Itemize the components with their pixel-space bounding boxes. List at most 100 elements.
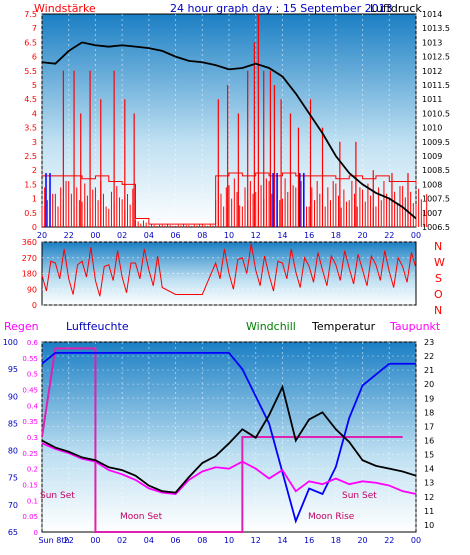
temperature-x-tick-label: 08 — [197, 536, 207, 545]
pressure-tick-label: 1008.5 — [422, 166, 450, 175]
regen-tick-label: 0.3 — [27, 434, 38, 442]
temperature-x-tick-label: 04 — [144, 536, 154, 545]
regen-tick-label: 0.5 — [27, 371, 38, 379]
wind-x-tick-label: 20 — [357, 231, 367, 240]
temperature-tick-label: 23 — [424, 338, 434, 347]
direction-tick-label: 90 — [27, 285, 37, 294]
legend-taupunkt: Taupunkt — [389, 320, 441, 333]
pressure-tick-label: 1014 — [422, 10, 442, 19]
wind-x-tick-label: 08 — [197, 231, 207, 240]
pressure-axis-title: Luftdruck — [370, 2, 422, 15]
wind-x-tick-label: 14 — [277, 231, 287, 240]
annotation-sun-set-1: Sun Set — [40, 491, 75, 501]
wind-x-tick-label: 20 — [37, 231, 47, 240]
humidity-tick-label: 90 — [8, 392, 18, 401]
pressure-tick-label: 1011 — [422, 95, 442, 104]
wind-x-tick-label: 04 — [144, 231, 154, 240]
regen-tick-label: 0.15 — [22, 482, 38, 490]
pressure-tick-label: 1009.5 — [422, 138, 450, 147]
humidity-tick-label: 75 — [8, 474, 18, 483]
temperature-tick-label: 17 — [424, 422, 434, 431]
regen-tick-label: 0.2 — [27, 466, 38, 474]
temperature-x-tick-label: 22 — [384, 536, 394, 545]
temperature-tick-label: 10 — [424, 521, 434, 530]
pressure-tick-label: 1010.5 — [422, 109, 450, 118]
regen-tick-label: 0.35 — [22, 418, 38, 426]
legend-windchill: Windchill — [246, 320, 296, 333]
temperature-x-tick-label: 18 — [331, 536, 341, 545]
wind-x-tick-label: 06 — [170, 231, 180, 240]
pressure-tick-label: 1007.5 — [422, 195, 450, 204]
annotation-moon-rise: Moon Rise — [308, 512, 355, 522]
temperature-tick-label: 12 — [424, 493, 434, 502]
regen-tick-label: 0.05 — [22, 513, 38, 521]
wind-axis-title: Windstärke — [34, 2, 96, 15]
temperature-x-tick-label: 02 — [117, 536, 127, 545]
wind-x-tick-label: 12 — [251, 231, 261, 240]
temperature-tick-label: 16 — [424, 437, 434, 446]
regen-tick-label: 0.55 — [22, 355, 38, 363]
regen-tick-label: 0.6 — [27, 339, 39, 347]
wind-tick-label: 4.5 — [24, 95, 37, 104]
wind-tick-label: 3.5 — [24, 124, 37, 133]
temperature-tick-label: 19 — [424, 394, 434, 403]
wind-tick-label: 4 — [32, 109, 37, 118]
pressure-line — [41, 41, 417, 220]
temperature-x-tick-label: 06 — [170, 536, 180, 545]
temperature-x-tick-label: 12 — [251, 536, 261, 545]
pressure-tick-label: 1009 — [422, 152, 442, 161]
legend-regen: Regen — [4, 320, 39, 333]
wind-tick-label: 6 — [32, 53, 37, 62]
pressure-tick-label: 1012 — [422, 67, 442, 76]
temperature-x-tick-label: 10 — [224, 536, 234, 545]
regen-tick-label: 0.25 — [22, 450, 38, 458]
temperature-x-tick-label: 00 — [411, 536, 421, 545]
temperature-x-tick-label: 16 — [304, 536, 314, 545]
temperature-tick-label: 18 — [424, 408, 434, 417]
direction-tick-label: 0 — [32, 301, 37, 310]
wind-x-tick-label: 00 — [411, 231, 421, 240]
wind-speed-line — [42, 172, 417, 225]
wind-x-tick-label: 16 — [304, 231, 314, 240]
wind-tick-label: 0 — [32, 223, 37, 232]
humidity-tick-label: 85 — [8, 419, 18, 428]
dewpoint-line — [41, 442, 417, 495]
temperature-x-tick-label: 14 — [277, 536, 287, 545]
wind-x-tick-label: 22 — [64, 231, 74, 240]
temperature-line — [41, 384, 417, 494]
legend-luftfeuchte: Luftfeuchte — [66, 320, 129, 333]
wind-tick-label: 1.5 — [24, 180, 37, 189]
pressure-tick-label: 1006.5 — [422, 223, 450, 232]
regen-tick-label: 0.4 — [27, 402, 39, 410]
pressure-tick-label: 1012.5 — [422, 53, 450, 62]
direction-tick-label: 360 — [22, 238, 37, 247]
wind-tick-label: 0.5 — [24, 209, 37, 218]
pressure-tick-label: 1011.5 — [422, 81, 450, 90]
regen-tick-label: 0 — [34, 529, 38, 537]
wind-tick-label: 3 — [32, 138, 37, 147]
wind-tick-label: 6.5 — [24, 38, 37, 47]
wind-x-tick-label: 18 — [331, 231, 341, 240]
temperature-tick-label: 14 — [424, 465, 434, 474]
direction-tick-label: 270 — [22, 254, 37, 263]
temperature-x-tick-label: 22 — [64, 536, 74, 545]
regen-line — [41, 347, 403, 533]
compass-n-top: N — [434, 240, 442, 253]
annotation-moon-set: Moon Set — [120, 512, 163, 522]
compass-w: W — [434, 256, 445, 269]
regen-tick-label: 0.1 — [27, 497, 38, 505]
wind-direction-line — [41, 243, 417, 297]
wind-x-tick-label: 10 — [224, 231, 234, 240]
chart-title: 24 hour graph day : 15 September 2013 — [170, 2, 393, 15]
pressure-tick-label: 1013.5 — [422, 24, 450, 33]
humidity-tick-label: 95 — [8, 365, 18, 374]
wind-tick-label: 2.5 — [24, 152, 37, 161]
compass-o: O — [434, 288, 443, 301]
pressure-tick-label: 1013 — [422, 38, 442, 47]
annotation-sun-set-2: Sun Set — [342, 491, 377, 501]
temperature-x-tick-label: 00 — [90, 536, 100, 545]
wind-tick-label: 1 — [32, 195, 37, 204]
temperature-tick-label: 15 — [424, 451, 434, 460]
